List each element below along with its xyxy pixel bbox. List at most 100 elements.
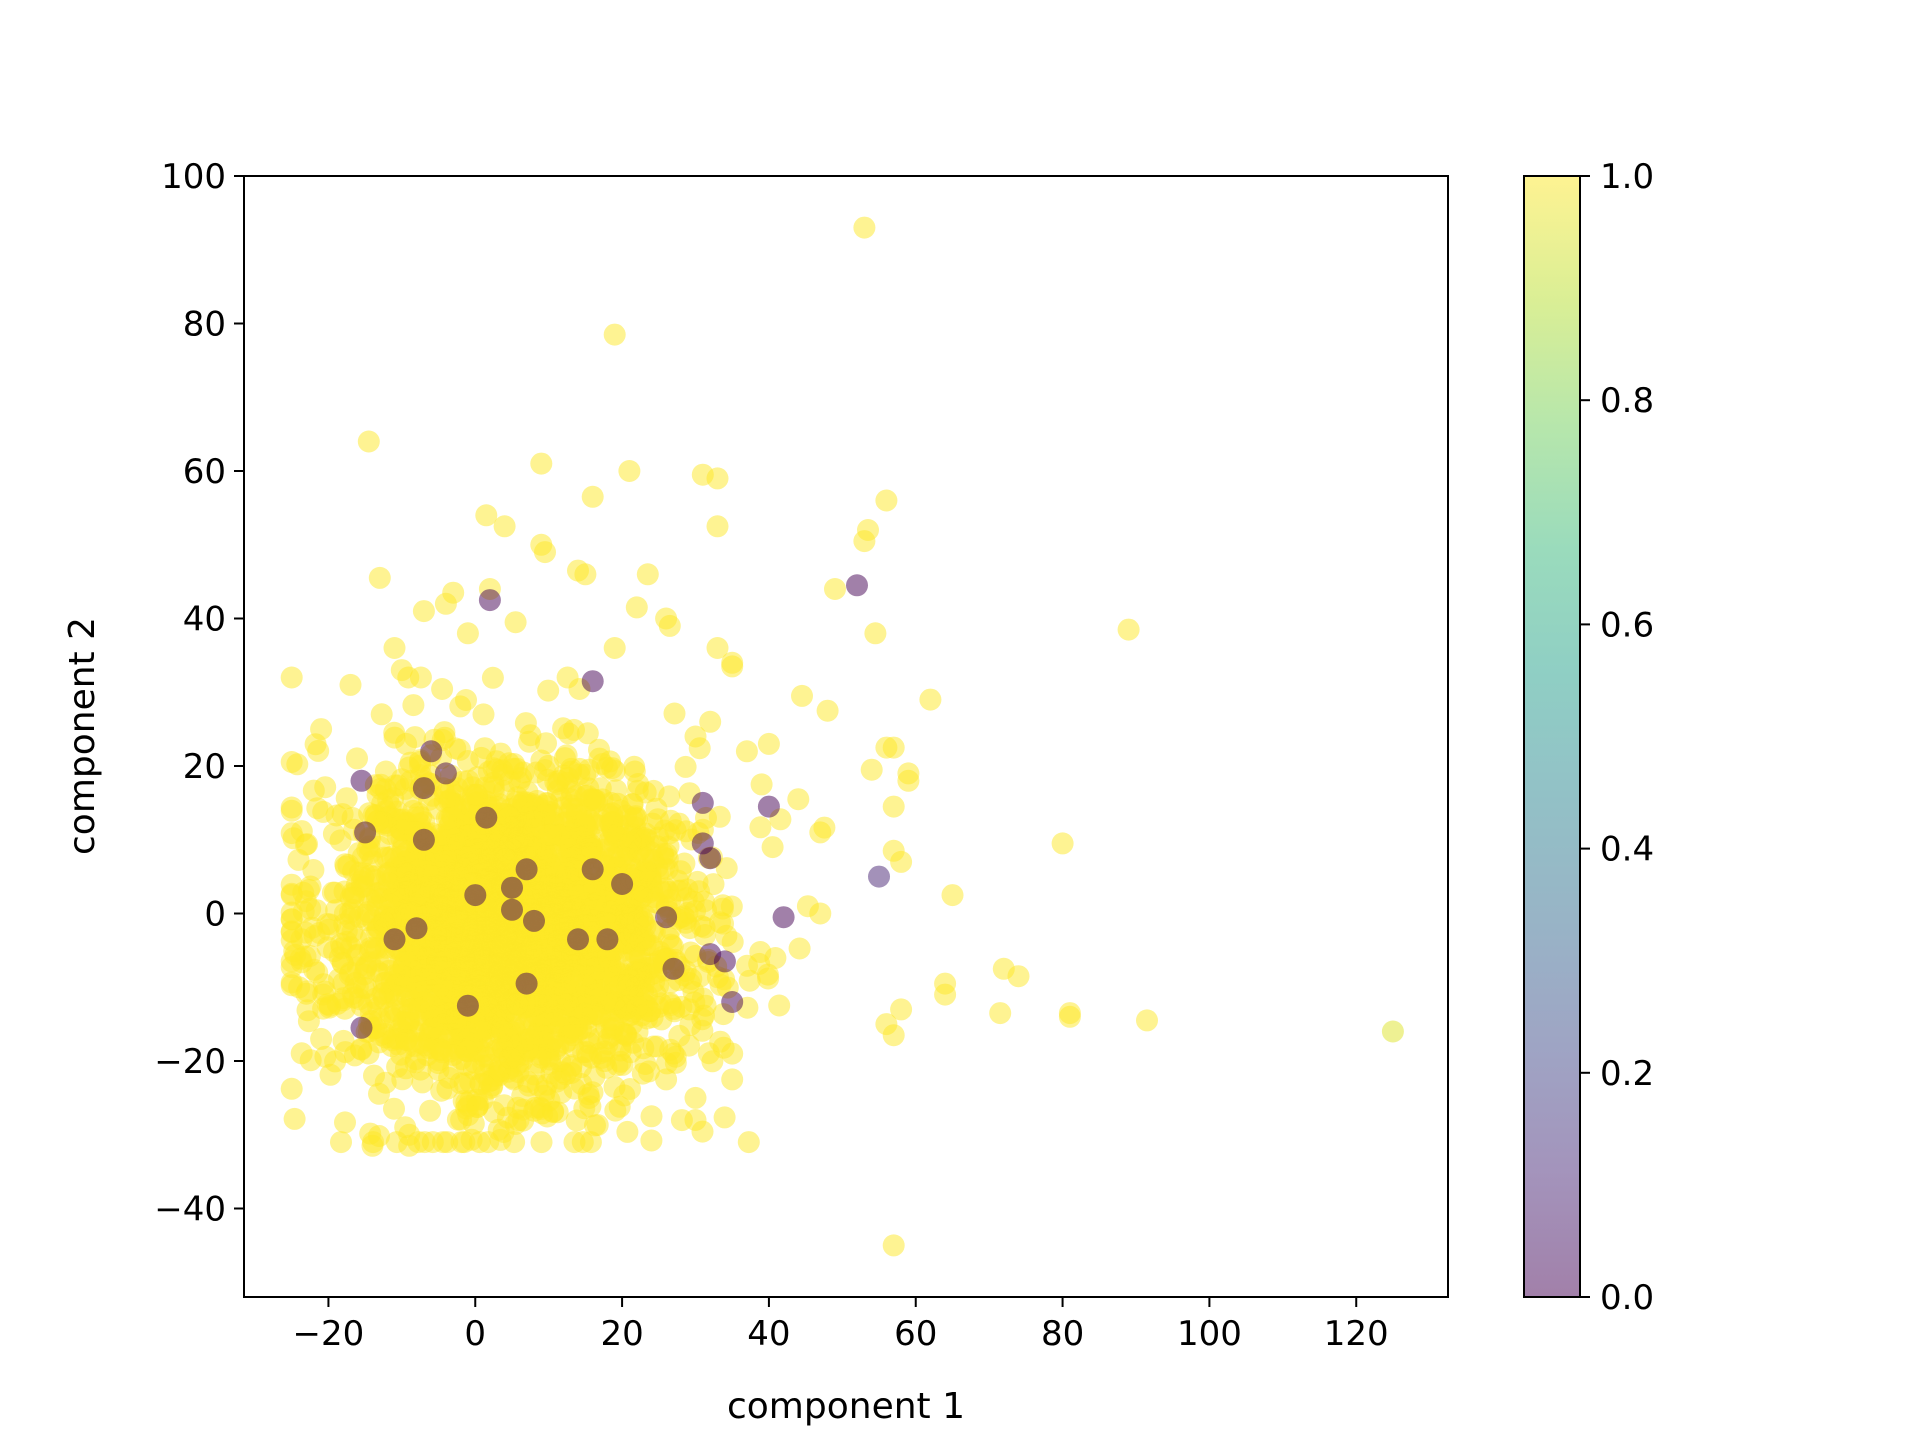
colorbar-frame bbox=[1523, 175, 1581, 1298]
scatter-point bbox=[684, 900, 706, 923]
scatter-point-low bbox=[475, 806, 498, 829]
scatter-point bbox=[419, 1099, 442, 1122]
scatter-point bbox=[1117, 618, 1140, 641]
scatter-point bbox=[330, 1131, 352, 1154]
scatter-point bbox=[1051, 832, 1074, 855]
scatter-point bbox=[448, 738, 471, 761]
scatter-point-low bbox=[515, 972, 538, 995]
scatter-point bbox=[409, 1058, 432, 1081]
scatter-point bbox=[425, 929, 447, 952]
scatter-point bbox=[611, 845, 634, 868]
scatter-point bbox=[639, 867, 662, 890]
scatter-point bbox=[370, 703, 393, 726]
scatter-point bbox=[504, 611, 527, 634]
scatter-point bbox=[736, 954, 758, 977]
scatter-point bbox=[638, 1060, 660, 1083]
colorbar-fill bbox=[1524, 176, 1580, 1297]
scatter-point bbox=[711, 894, 734, 917]
x-tick-label: 20 bbox=[600, 1314, 643, 1354]
scatter-point bbox=[302, 779, 325, 802]
scatter-point bbox=[788, 937, 811, 960]
scatter-point bbox=[331, 803, 354, 826]
scatter-point bbox=[316, 936, 339, 959]
scatter-point bbox=[614, 1023, 636, 1046]
x-tick-label: −20 bbox=[293, 1314, 365, 1354]
scatter-point bbox=[384, 984, 406, 1007]
scatter-point bbox=[693, 916, 716, 939]
scatter-point bbox=[934, 983, 957, 1006]
scatter-point bbox=[443, 965, 466, 988]
scatter-point bbox=[636, 563, 659, 586]
scatter-point bbox=[658, 614, 681, 637]
scatter-point bbox=[477, 1131, 500, 1154]
scatter-point bbox=[1381, 1020, 1404, 1043]
scatter-point-low bbox=[515, 858, 538, 881]
scatter-point bbox=[280, 751, 303, 773]
scatter-point bbox=[493, 515, 516, 538]
scatter-point bbox=[357, 430, 380, 453]
scatter-point bbox=[316, 913, 339, 935]
scatter-point bbox=[787, 788, 810, 811]
scatter-point bbox=[364, 987, 387, 1010]
scatter-point bbox=[699, 710, 722, 733]
scatter-point bbox=[603, 323, 626, 346]
scatter-point bbox=[539, 823, 562, 846]
scatter-point bbox=[706, 637, 729, 659]
scatter-point bbox=[552, 717, 575, 740]
scatter-point bbox=[636, 829, 659, 851]
scatter-point bbox=[310, 718, 333, 741]
scatter-point bbox=[363, 1064, 385, 1087]
scatter-point bbox=[853, 216, 876, 239]
scatter-point bbox=[539, 1048, 562, 1071]
scatter-point bbox=[688, 880, 710, 903]
scatter-point bbox=[680, 968, 703, 990]
scatter-point bbox=[512, 791, 535, 813]
scatter-point bbox=[490, 935, 513, 958]
scatter-point bbox=[860, 758, 883, 781]
scatter-point-low bbox=[691, 791, 714, 814]
y-tick-label: −40 bbox=[154, 1190, 226, 1230]
scatter-point bbox=[721, 931, 744, 953]
scatter-point bbox=[453, 948, 476, 971]
scatter-point bbox=[456, 622, 479, 645]
scatter-point bbox=[280, 1077, 303, 1100]
scatter-point bbox=[628, 946, 651, 969]
scatter-point bbox=[576, 806, 599, 829]
x-tick-label: 40 bbox=[747, 1314, 790, 1354]
scatter-point bbox=[334, 855, 357, 878]
scatter-point bbox=[535, 732, 557, 755]
scatter-point-low bbox=[383, 928, 406, 951]
scatter-point bbox=[556, 666, 579, 689]
scatter-point bbox=[640, 1129, 663, 1152]
scatter-point bbox=[571, 1131, 594, 1154]
scatter-point bbox=[663, 1000, 686, 1023]
colorbar: 0.0 0.2 0.4 0.6 0.8 1.0 bbox=[1523, 157, 1654, 1318]
scatter-point-low bbox=[596, 928, 619, 951]
scatter-point bbox=[475, 504, 498, 527]
scatter-point bbox=[322, 822, 345, 845]
scatter-point bbox=[882, 1234, 905, 1257]
scatter-point bbox=[882, 736, 905, 759]
scatter-point bbox=[544, 771, 567, 793]
scatter-point bbox=[623, 760, 646, 783]
scatter-point bbox=[684, 1109, 707, 1131]
scatter-point bbox=[749, 816, 772, 839]
scatter-point-low bbox=[456, 994, 479, 1017]
scatter-point bbox=[409, 666, 432, 689]
scatter-point bbox=[431, 1041, 454, 1064]
x-tick-label: 0 bbox=[464, 1314, 486, 1354]
scatter-point bbox=[890, 998, 913, 1021]
scatter-point bbox=[882, 1024, 905, 1047]
scatter-point bbox=[761, 836, 784, 859]
scatter-point-low bbox=[420, 740, 443, 763]
scatter-point bbox=[477, 1046, 500, 1069]
scatter-point bbox=[473, 985, 496, 1008]
scatter-point bbox=[701, 1050, 724, 1073]
scatter-point bbox=[643, 970, 666, 993]
scatter-point bbox=[749, 941, 772, 963]
scatter-point bbox=[625, 596, 648, 619]
scatter-point bbox=[435, 850, 458, 873]
scatter-point bbox=[402, 694, 425, 717]
scatter-point bbox=[299, 875, 322, 898]
